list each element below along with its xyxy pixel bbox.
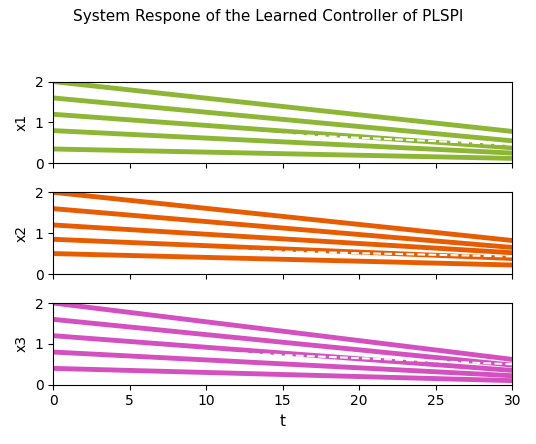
Y-axis label: x3: x3 (15, 335, 29, 353)
Text: System Respone of the Learned Controller of PLSPI: System Respone of the Learned Controller… (73, 9, 463, 24)
X-axis label: t: t (280, 414, 286, 429)
Y-axis label: x1: x1 (15, 114, 29, 131)
Y-axis label: x2: x2 (15, 225, 29, 242)
